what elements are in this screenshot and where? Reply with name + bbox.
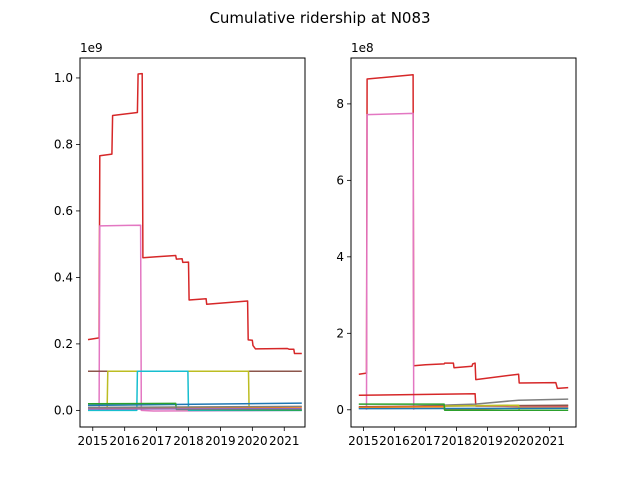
series-line-9 (87, 405, 302, 409)
x-tick-label: 2021 (534, 434, 565, 448)
left-axes: 2015 2016 2017 2018 2019 2020 2021 0.0 0.2 0.4 0.6… (54, 41, 306, 448)
series-line-8 (358, 403, 569, 411)
x-tick-label: 2019 (205, 434, 236, 448)
figure-title: Cumulative ridership at N083 (209, 9, 430, 27)
x-tick-label: 2018 (441, 434, 472, 448)
series-line-1 (98, 224, 302, 412)
y-tick-label: 0.8 (54, 137, 73, 151)
x-tick-label: 2016 (109, 434, 140, 448)
series-line-4 (88, 370, 302, 412)
y-tick-label: 6 (336, 173, 344, 187)
y-tick-label: 0.4 (54, 270, 73, 284)
x-tick-label: 2015 (348, 434, 379, 448)
series-line-1 (365, 112, 415, 410)
series-group (358, 74, 569, 411)
y-tick-label: 0.6 (54, 204, 73, 218)
series-line-0 (87, 72, 302, 355)
x-tick-label: 2019 (472, 434, 503, 448)
x-tick-label: 2016 (379, 434, 410, 448)
right-axes: 2015 2016 2017 2018 2019 2020 2021 0 2 4 6 8 1e8 (336, 41, 577, 448)
x-tick-label: 2020 (237, 434, 268, 448)
y-tick-label: 0.0 (54, 403, 73, 417)
y-tick-label: 0 (336, 403, 344, 417)
axes-frame (350, 57, 577, 428)
y-tick-label: 1.0 (54, 71, 73, 85)
x-tick-label: 2015 (77, 434, 108, 448)
x-tick-label: 2017 (410, 434, 441, 448)
axes-frame (79, 57, 306, 428)
x-tick-label: 2020 (503, 434, 534, 448)
x-tick-label: 2021 (269, 434, 300, 448)
y-tick-label: 2 (336, 326, 344, 340)
series-group (87, 72, 302, 412)
x-tick-label: 2017 (141, 434, 172, 448)
series-line-5 (87, 402, 302, 407)
y-tick-label: 0.2 (54, 337, 73, 351)
x-tick-label: 2018 (173, 434, 204, 448)
y-offset-multiplier: 1e8 (351, 41, 374, 55)
y-tick-label: 4 (336, 250, 344, 264)
y-offset-multiplier: 1e9 (80, 41, 103, 55)
series-line-0 (358, 74, 569, 390)
y-tick-label: 8 (336, 97, 344, 111)
